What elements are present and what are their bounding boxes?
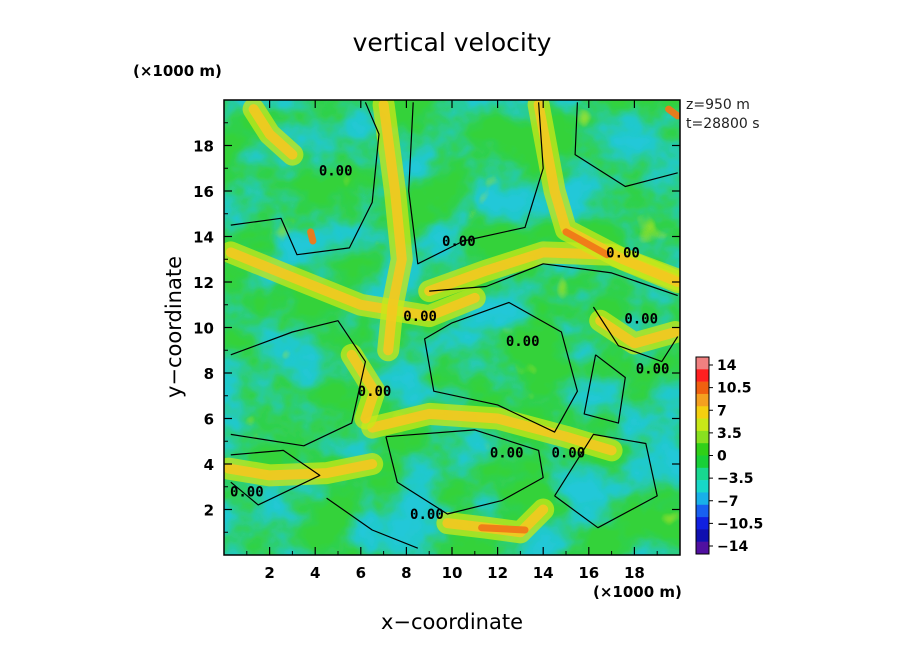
x-tick-label: 18 (624, 564, 645, 582)
y-tick-label: 18 (193, 138, 214, 156)
strong-updraft (562, 228, 611, 259)
y-axis-unit-multiplier: (×1000 m) (133, 62, 222, 80)
velocity-field (224, 100, 680, 555)
colorbar-swatch (696, 443, 709, 456)
contour-label: 0.00 (358, 384, 392, 400)
contour-label: 0.00 (442, 234, 476, 250)
updraft-core (225, 247, 480, 322)
y-tick-label: 2 (204, 502, 214, 520)
colorbar-swatch (696, 455, 709, 469)
y-tick-label: 14 (193, 229, 214, 247)
zero-contour (385, 429, 544, 515)
colorbar-swatch (696, 406, 709, 419)
x-tick-label: 10 (442, 564, 463, 582)
colorbar-swatch (696, 418, 709, 432)
zero-contour (429, 263, 678, 297)
x-tick-label: 8 (401, 564, 411, 582)
colorbar-tick-label: 10.5 (717, 381, 752, 397)
x-axis-label: x−coordinate (380, 610, 524, 634)
contour-label: 0.00 (410, 507, 444, 523)
colorbar-tick-label: −10.5 (717, 516, 763, 532)
colorbar-tick-label: 7 (717, 403, 727, 419)
updraft-core (367, 408, 617, 456)
strong-updraft (307, 228, 317, 245)
contour-label: 0.00 (624, 311, 658, 327)
zero-contour (326, 497, 419, 549)
updraft-core (224, 459, 378, 481)
x-tick-label: 2 (264, 564, 274, 582)
x-tick-label: 14 (533, 564, 554, 582)
colorbar-swatch (696, 492, 709, 506)
colorbar-tick-label: −14 (717, 539, 748, 555)
colorbar-swatch (696, 517, 709, 530)
zero-contour (230, 102, 380, 256)
chart-title: vertical velocity (352, 28, 552, 57)
y-tick-label: 10 (193, 320, 214, 338)
colorbar-swatch (696, 541, 709, 555)
colorbar-swatch (696, 357, 709, 370)
contour-label: 0.00 (606, 245, 640, 261)
contour-lines (230, 102, 679, 549)
y-tick-label: 16 (193, 183, 214, 201)
strong-updraft (665, 105, 680, 120)
zero-contour (408, 102, 544, 265)
y-tick-label: 6 (204, 411, 214, 429)
colorbar-swatch (696, 480, 709, 493)
contour-label: 0.00 (551, 446, 585, 462)
colorbar-tick-label: −3.5 (717, 471, 754, 487)
x-tick-label: 16 (578, 564, 599, 582)
colorbar: 14 10.5 7 3.5 0 −3.5 −7 −10.5 −14 (695, 356, 763, 555)
colorbar-swatch (696, 504, 709, 518)
zero-contour (583, 354, 626, 424)
updraft-core (346, 349, 380, 424)
contour-labels: 0.00 0.00 0.00 0.00 0.00 0.00 0.00 0.00 0.00 0.00… (230, 164, 670, 524)
x-tick-label: 12 (487, 564, 508, 582)
colorbar-tick-label: −7 (717, 494, 738, 510)
colorbar-swatch (696, 467, 709, 481)
strong-updraft (478, 524, 529, 534)
colorbar-tick-label: 3.5 (717, 426, 742, 442)
updraft-core (248, 104, 298, 160)
height-annotation: z=950 m (686, 97, 750, 113)
contour-label: 0.00 (230, 484, 264, 500)
x-tick-label: 4 (310, 564, 320, 582)
updraft-core (378, 100, 407, 356)
colorbar-swatch (696, 430, 709, 444)
contour-label: 0.00 (490, 446, 524, 462)
time-annotation: t=28800 s (686, 116, 760, 132)
colorbar-swatch (696, 381, 709, 395)
y-tick-label: 4 (204, 456, 214, 474)
zero-contour (574, 102, 678, 188)
axes: 2 4 6 8 10 12 14 16 18 2 4 6 8 10 12 14 16 18 (193, 100, 680, 582)
updraft-core (595, 315, 680, 349)
x-axis-unit-multiplier: (×1000 m) (593, 583, 682, 601)
zero-contour (554, 433, 658, 529)
contour-label: 0.00 (403, 309, 437, 325)
y-tick-label: 12 (193, 274, 214, 292)
y-tick-label: 8 (204, 365, 214, 383)
x-tick-label: 6 (356, 564, 366, 582)
zero-contour (230, 449, 321, 506)
colorbar-tick-label: 14 (717, 358, 737, 374)
contour-label: 0.00 (319, 164, 353, 180)
colorbar-tick-label: 0 (717, 449, 727, 465)
colorbar-swatch (696, 369, 709, 382)
contour-label: 0.00 (506, 334, 540, 350)
zero-contour (424, 301, 578, 433)
colorbar-swatch (696, 529, 709, 542)
zero-contour (592, 306, 679, 363)
contour-label: 0.00 (636, 362, 670, 378)
zero-contour (230, 320, 366, 447)
colorbar-swatch (696, 393, 709, 407)
